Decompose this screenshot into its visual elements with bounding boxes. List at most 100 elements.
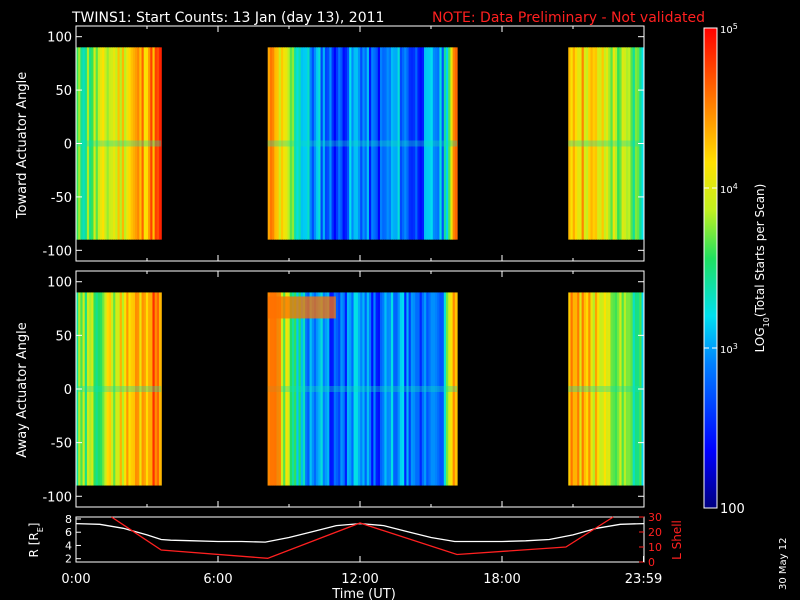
heatmap-column: [401, 292, 405, 486]
toward-ylabel: Toward Actuator Angle: [15, 72, 30, 219]
time-xlabel: Time (UT): [331, 587, 396, 600]
heatmap-column: [324, 292, 328, 486]
heatmap-column: [574, 292, 578, 486]
heatmap-column: [623, 292, 627, 486]
heatmap-column: [89, 292, 92, 486]
heatmap-column: [145, 292, 149, 486]
heatmap-column: [435, 47, 438, 240]
heatmap-column: [113, 47, 116, 240]
heatmap-column: [408, 47, 412, 240]
heatmap-column: [617, 47, 620, 240]
heatmap-column: [452, 292, 456, 486]
heatmap-column: [408, 292, 412, 486]
heatmap-column: [603, 292, 607, 486]
heatmap-column: [278, 47, 282, 240]
heatmap-column: [309, 292, 313, 486]
heatmap-column: [570, 292, 574, 486]
heatmap-column: [432, 47, 436, 240]
heatmap-column: [375, 47, 379, 240]
heatmap-band: [267, 140, 458, 147]
heatmap-column: [421, 47, 425, 240]
heatmap-column: [329, 47, 333, 240]
heatmap-column: [597, 292, 600, 486]
ytick-label: 50: [55, 329, 72, 344]
heatmap-column: [274, 47, 278, 240]
heatmap-column: [610, 292, 614, 486]
heatmap-column: [316, 292, 319, 486]
heatmap-column: [104, 292, 108, 486]
heatmap-column: [346, 47, 350, 240]
ytick-label: 20: [648, 526, 662, 539]
heatmap-column: [327, 47, 330, 240]
heatmap-column: [581, 292, 585, 486]
ytick-label: 4: [65, 539, 72, 552]
heatmap-column: [634, 47, 638, 240]
heatmap-column: [152, 47, 156, 240]
away-ylabel: Away Actuator Angle: [15, 322, 30, 457]
heatmap-column: [296, 292, 300, 486]
heatmap-column: [307, 292, 311, 486]
heatmap-column: [419, 292, 423, 486]
date-stamp: 30 May 12: [778, 538, 789, 590]
heatmap-column: [331, 47, 335, 240]
heatmap-column: [632, 47, 636, 240]
heatmap-column: [406, 292, 410, 486]
heatmap-column: [353, 292, 357, 486]
heatmap-column: [357, 47, 361, 240]
heatmap-column: [311, 47, 315, 240]
heatmap-column: [364, 292, 368, 486]
xtick-label: 6:00: [203, 572, 232, 587]
heatmap-feature: [267, 292, 281, 486]
heatmap-column: [298, 292, 302, 486]
heatmap-column: [148, 47, 151, 240]
heatmap-column: [375, 292, 379, 486]
heatmap-column: [342, 292, 346, 486]
colorbar-tick-label: 104: [720, 182, 738, 197]
heatmap-column: [386, 292, 390, 486]
heatmap-column: [608, 292, 612, 486]
heatmap-column: [415, 47, 418, 240]
heatmap-column: [371, 47, 374, 240]
heatmap-column: [285, 292, 289, 486]
heatmap-column: [305, 47, 308, 240]
heatmap-column: [446, 47, 449, 240]
heatmap-column: [117, 292, 121, 486]
heatmap-column: [152, 292, 156, 486]
heatmap-column: [335, 292, 339, 486]
heatmap-column: [619, 292, 623, 486]
heatmap-column: [612, 47, 616, 240]
heatmap-column: [139, 47, 143, 240]
heatmap-column: [590, 292, 594, 486]
heatmap-column: [583, 292, 587, 486]
heatmap-column: [377, 47, 381, 240]
xtick-label: 18:00: [483, 572, 520, 587]
heatmap-column: [313, 47, 317, 240]
heatmap-column: [634, 292, 638, 486]
heatmap-column: [82, 47, 86, 240]
heatmap-column: [628, 292, 632, 486]
heatmap-column: [384, 47, 388, 240]
ytick-label: -100: [42, 244, 72, 259]
heatmap-column: [428, 47, 432, 240]
heatmap-column: [300, 292, 304, 486]
heatmap-column: [443, 47, 447, 240]
heatmap-column: [435, 292, 438, 486]
heatmap-column: [82, 292, 86, 486]
heatmap-column: [156, 292, 160, 486]
heatmap-column: [619, 47, 623, 240]
heatmap-column: [108, 47, 112, 240]
toward-panel: -100 -50 0 50 100: [42, 25, 645, 262]
orbit-left-ylabel: R [RE]: [27, 523, 45, 558]
heatmap-column: [382, 47, 385, 240]
heatmap-column: [606, 47, 609, 240]
heatmap-column: [417, 47, 421, 240]
heatmap-column: [106, 47, 110, 240]
heatmap-column: [419, 47, 423, 240]
heatmap-column: [294, 47, 297, 240]
heatmap-column: [432, 292, 436, 486]
xtick-label: 23:59: [625, 572, 662, 587]
heatmap-column: [592, 47, 596, 240]
heatmap-column: [614, 47, 618, 240]
heatmap-column: [397, 292, 401, 486]
heatmap-column: [102, 292, 105, 486]
